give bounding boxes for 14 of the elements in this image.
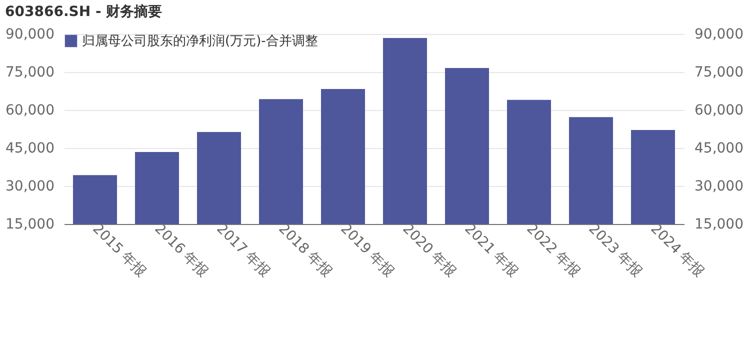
y-tick-label: 90,000 [6,26,54,42]
y-tick-label: 45,000 [6,140,54,156]
y2-tick-label: 90,000 [694,26,744,42]
y-tick-label: 75,000 [6,64,54,80]
y2-tick-label: 45,000 [694,140,744,156]
y2-tick-label: 30,000 [694,178,744,194]
y2-tick-label: 75,000 [694,64,744,80]
y2-tick-label: 60,000 [694,102,744,118]
y-tick-label: 15,000 [6,216,54,232]
y-tick-label: 60,000 [6,102,54,118]
y2-tick-label: 15,000 [694,216,744,232]
y-tick-label: 30,000 [6,178,54,194]
legend-label: 归属母公司股东的净利润(万元)-合并调整 [82,34,318,49]
chart-title: 603866.SH - 财务摘要 [5,3,162,20]
